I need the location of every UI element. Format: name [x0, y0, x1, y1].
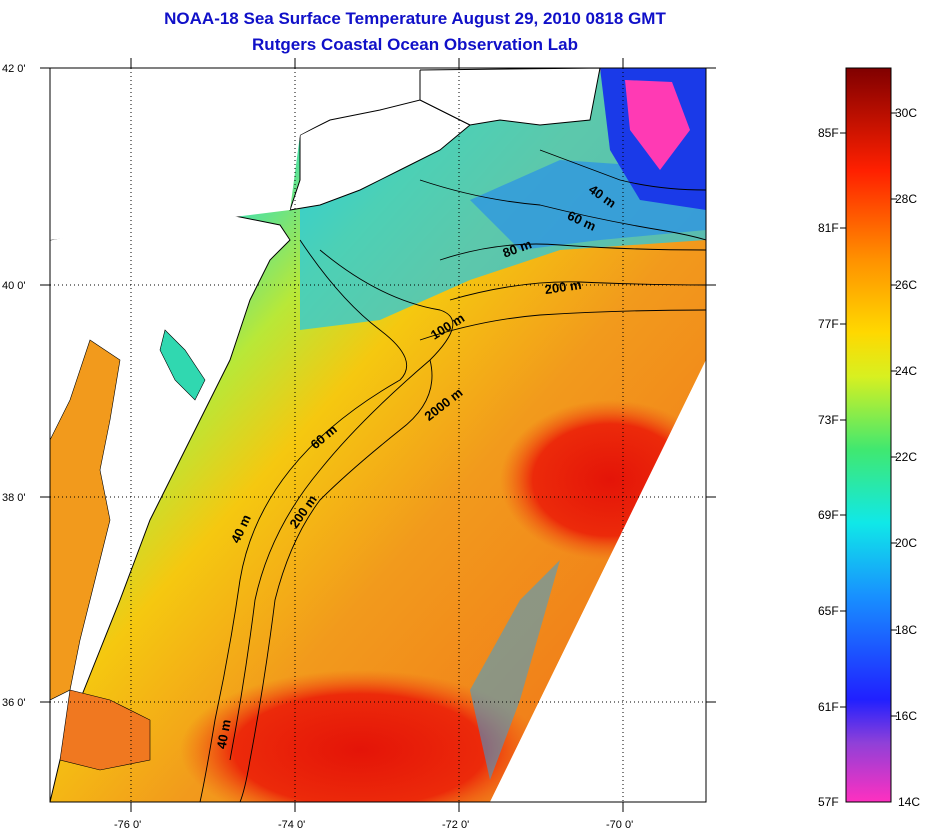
- cb-c-24: 24C: [895, 364, 917, 378]
- cb-c-22: 22C: [895, 450, 917, 464]
- axis-ticks: [40, 58, 716, 812]
- lat-label-42: 42 0': [2, 63, 26, 75]
- lon-label-72: -72 0': [442, 819, 469, 831]
- lon-label-76: -76 0': [114, 819, 141, 831]
- cb-f-69: 69F: [818, 508, 839, 522]
- colorbar: [845, 67, 892, 803]
- cb-f-85: 85F: [818, 126, 839, 140]
- cb-c-16: 16C: [895, 709, 917, 723]
- lat-label-36: 36 0': [2, 697, 26, 709]
- map-subtitle: Rutgers Coastal Ocean Observation Lab: [252, 35, 578, 54]
- lat-label-38: 38 0': [2, 492, 26, 504]
- sst-swath: 40 m 60 m 80 m 200 m 100 m 2000 m 60 m 4…: [50, 68, 706, 802]
- map-title: NOAA-18 Sea Surface Temperature August 2…: [164, 9, 666, 28]
- cb-c-14: 14C: [898, 795, 920, 809]
- cb-f-57: 57F: [818, 795, 839, 809]
- cb-f-65: 65F: [818, 604, 839, 618]
- cb-c-28: 28C: [895, 192, 917, 206]
- cb-f-81: 81F: [818, 221, 839, 235]
- cb-c-20: 20C: [895, 536, 917, 550]
- cb-c-30: 30C: [895, 106, 917, 120]
- contour-label-40m-south: 40 m: [214, 718, 234, 750]
- colorbar-f-labels: 85F 81F 77F 73F 69F 65F 61F 57F: [818, 126, 839, 809]
- cb-c-26: 26C: [895, 278, 917, 292]
- lon-label-74: -74 0': [278, 819, 305, 831]
- cb-f-61: 61F: [818, 700, 839, 714]
- colorbar-ticks: [840, 112, 897, 717]
- lat-label-40: 40 0': [2, 280, 26, 292]
- cb-f-77: 77F: [818, 317, 839, 331]
- contour-label-200m-north: 200 m: [544, 277, 583, 297]
- cb-f-73: 73F: [818, 413, 839, 427]
- cb-c-18: 18C: [895, 623, 917, 637]
- map-frame: [49, 67, 707, 803]
- colorbar-c-labels: 30C 28C 26C 24C 22C 20C 18C 16C 14C: [895, 106, 920, 809]
- lon-label-70: -70 0': [606, 819, 633, 831]
- graticule: [50, 68, 706, 802]
